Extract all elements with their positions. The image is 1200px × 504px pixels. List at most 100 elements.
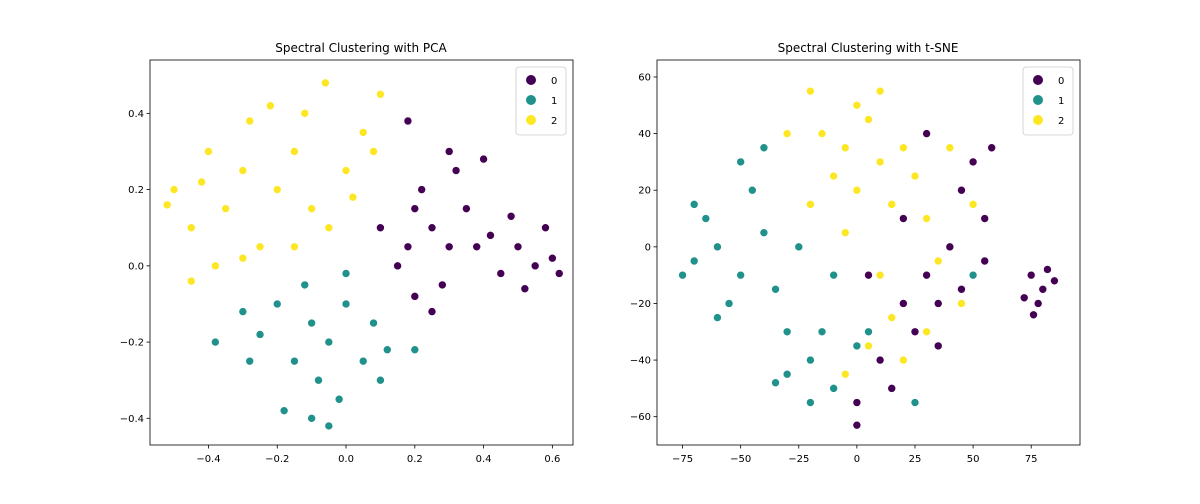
tsne-chart-title: Spectral Clustering with t-SNE — [778, 41, 959, 55]
pca-point-cluster-2 — [324, 223, 334, 233]
pca-point-cluster-2 — [358, 128, 368, 137]
pca-point-cluster-2 — [341, 166, 351, 175]
pca-point-cluster-0 — [530, 261, 540, 271]
tsne-point-cluster-1 — [852, 341, 862, 351]
pca-plot-frame — [149, 59, 574, 446]
pca-point-cluster-1 — [307, 414, 316, 423]
tsne-point-cluster-2 — [899, 355, 908, 365]
pca-x-tick-label: 0.6 — [544, 454, 560, 465]
pca-point-cluster-1 — [238, 307, 248, 316]
pca-point-cluster-2 — [162, 200, 172, 210]
pca-point-cluster-0 — [376, 223, 385, 233]
tsne-legend-label-2: 2 — [1058, 116, 1064, 127]
pca-point-cluster-2 — [321, 78, 330, 88]
pca-legend: 0 1 2 — [515, 66, 567, 136]
pca-chart: Spectral Clustering with PCA −0.4 −0.2 0.0… — [120, 41, 574, 465]
pca-point-cluster-0 — [410, 292, 420, 301]
tsne-point-cluster-1 — [689, 200, 699, 209]
tsne-x-axis: −75 −50 −25 0 25 50 75 — [672, 445, 1038, 465]
pca-point-cluster-0 — [472, 242, 482, 252]
pca-point-cluster-2 — [221, 204, 230, 213]
tsne-point-cluster-1 — [771, 285, 780, 294]
tsne-point-cluster-2 — [852, 100, 862, 110]
tsne-point-cluster-1 — [968, 270, 978, 280]
tsne-point-cluster-1 — [713, 242, 722, 252]
pca-point-cluster-0 — [548, 253, 557, 263]
pca-point-cluster-2 — [186, 276, 196, 286]
tsne-point-cluster-1 — [829, 384, 838, 393]
pca-point-cluster-2 — [211, 261, 220, 271]
pca-point-cluster-2 — [186, 223, 196, 233]
tsne-point-cluster-2 — [910, 171, 920, 181]
pca-y-tick-label: −0.4 — [120, 414, 144, 425]
tsne-legend-box — [1022, 66, 1074, 136]
tsne-point-cluster-2 — [829, 171, 838, 181]
pca-point-cluster-1 — [358, 356, 368, 366]
pca-y-tick-label: 0.4 — [128, 109, 144, 120]
tsne-point-cluster-0 — [945, 242, 955, 252]
tsne-point-cluster-0 — [933, 341, 943, 351]
tsne-y-tick-label: −20 — [630, 299, 651, 310]
tsne-point-cluster-0 — [899, 299, 908, 308]
pca-point-cluster-1 — [290, 356, 299, 366]
pca-point-cluster-1 — [272, 299, 282, 309]
pca-point-cluster-0 — [438, 280, 447, 290]
pca-point-cluster-1 — [410, 345, 420, 355]
tsne-point-cluster-0 — [1029, 310, 1038, 320]
pca-point-cluster-1 — [341, 299, 351, 309]
tsne-point-cluster-2 — [875, 86, 885, 96]
tsne-point-cluster-0 — [933, 299, 943, 308]
pca-point-cluster-0 — [427, 223, 437, 233]
pca-legend-label-0: 0 — [551, 76, 557, 87]
tsne-x-tick-label: 0 — [854, 454, 860, 465]
pca-point-cluster-1 — [300, 280, 310, 290]
tsne-point-cluster-1 — [759, 228, 769, 237]
pca-point-cluster-2 — [255, 242, 265, 252]
tsne-point-cluster-1 — [747, 185, 757, 195]
tsne-point-cluster-1 — [689, 256, 699, 266]
pca-point-cluster-1 — [324, 337, 334, 347]
pca-point-cluster-0 — [417, 185, 426, 194]
tsne-point-cluster-0 — [957, 185, 966, 195]
tsne-point-cluster-1 — [771, 378, 780, 388]
tsne-point-cluster-0 — [875, 355, 885, 365]
pca-point-cluster-0 — [541, 223, 550, 233]
pca-point-cluster-0 — [451, 166, 461, 175]
tsne-point-cluster-0 — [922, 270, 931, 280]
tsne-point-cluster-2 — [887, 200, 897, 209]
tsne-point-cluster-2 — [922, 327, 931, 337]
pca-point-cluster-1 — [279, 406, 289, 415]
tsne-point-cluster-0 — [968, 157, 978, 167]
tsne-point-cluster-0 — [980, 214, 990, 223]
tsne-point-cluster-0 — [887, 384, 897, 393]
pca-point-cluster-0 — [403, 116, 413, 126]
tsne-x-tick-label: 25 — [909, 454, 922, 465]
tsne-point-cluster-2 — [852, 185, 862, 195]
tsne-x-tick-label: 75 — [1025, 454, 1038, 465]
tsne-point-cluster-1 — [759, 143, 769, 153]
tsne-point-cluster-0 — [864, 270, 873, 280]
tsne-point-cluster-1 — [724, 299, 734, 308]
tsne-point-cluster-1 — [678, 270, 687, 280]
pca-point-cluster-2 — [238, 166, 248, 175]
tsne-point-cluster-1 — [806, 398, 815, 407]
tsne-point-cluster-2 — [875, 270, 885, 280]
tsne-point-cluster-1 — [736, 157, 745, 167]
pca-x-tick-label: −0.4 — [196, 454, 220, 465]
pca-point-cluster-2 — [290, 242, 299, 252]
pca-point-cluster-2 — [238, 253, 248, 263]
tsne-point-cluster-2 — [887, 313, 897, 322]
pca-legend-marker-1 — [526, 95, 536, 105]
pca-point-cluster-2 — [290, 147, 299, 156]
pca-point-cluster-1 — [255, 330, 265, 339]
pca-point-cluster-2 — [369, 147, 378, 156]
pca-legend-marker-0 — [526, 75, 536, 85]
tsne-point-cluster-0 — [899, 214, 908, 223]
tsne-point-cluster-1 — [782, 369, 792, 379]
tsne-point-cluster-1 — [782, 327, 792, 337]
tsne-y-axis: −60 −40 −20 0 20 40 60 — [630, 72, 657, 423]
tsne-point-cluster-2 — [806, 86, 815, 96]
tsne-point-cluster-0 — [1019, 293, 1029, 303]
pca-point-cluster-2 — [197, 177, 206, 187]
tsne-y-tick-label: 0 — [645, 242, 651, 253]
